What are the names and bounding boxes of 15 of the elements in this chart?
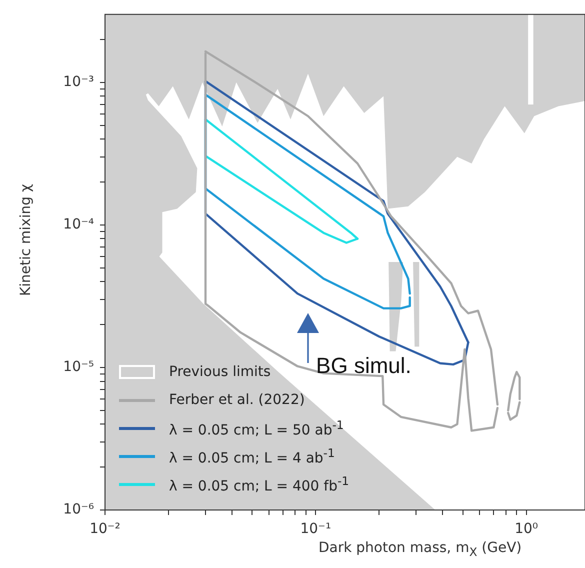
y-tick-label: 10⁻⁴ bbox=[63, 216, 94, 233]
x-tick-label: 10⁰ bbox=[514, 521, 538, 538]
x-axis-title: Dark photon mass, m$_{X}$ (GeV) bbox=[318, 540, 522, 559]
x-tick-label: 10⁻¹ bbox=[300, 521, 332, 538]
y-tick-label: 10⁻⁵ bbox=[63, 359, 94, 376]
legend-label: Previous limits bbox=[169, 364, 271, 380]
x-tick-label: 10⁻² bbox=[90, 521, 120, 538]
legend-label: λ = 0.05 cm; L = 50 ab$^{-1}$ bbox=[169, 418, 344, 438]
y-tick-label: 10⁻³ bbox=[63, 74, 94, 90]
legend-label: Ferber et al. (2022) bbox=[169, 392, 305, 408]
legend-label: λ = 0.05 cm; L = 400 fb$^{-1}$ bbox=[169, 474, 350, 494]
y-axis-title: Kinetic mixing χ bbox=[18, 184, 34, 296]
y-tick-label: 10⁻⁶ bbox=[63, 502, 94, 518]
legend-label: λ = 0.05 cm; L = 4 ab$^{-1}$ bbox=[169, 446, 335, 466]
annotation: BG simul. bbox=[316, 353, 412, 378]
